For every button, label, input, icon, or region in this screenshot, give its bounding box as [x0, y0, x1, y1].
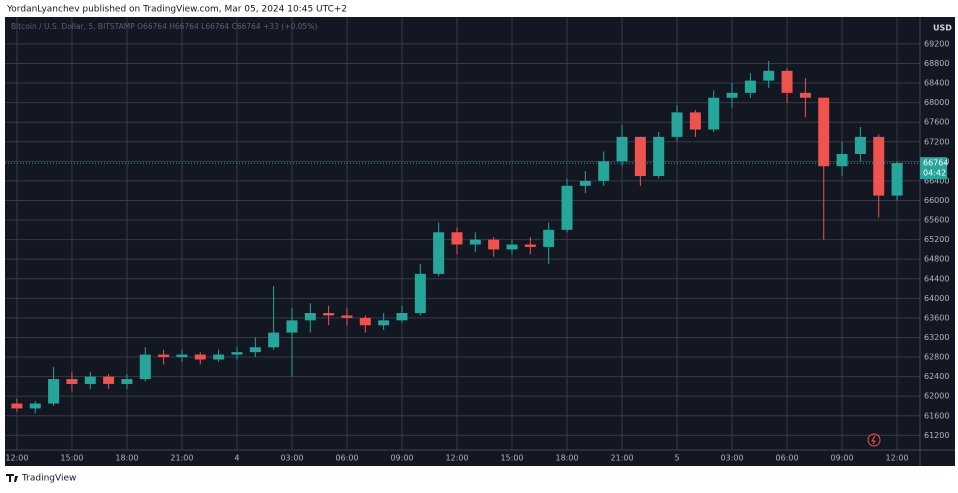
- candle-body: [653, 136, 665, 177]
- y-tick-label: 68000: [924, 98, 949, 107]
- candle-body: [158, 354, 170, 358]
- candle-body: [634, 136, 646, 177]
- y-tick-label: 61200: [924, 431, 949, 440]
- candle-body: [781, 70, 793, 93]
- x-tick-label: 09:00: [831, 454, 854, 463]
- candle-body: [213, 354, 225, 360]
- last-price-label: 66764: [923, 159, 948, 168]
- candle-body: [323, 313, 335, 316]
- x-tick-label: 21:00: [170, 454, 193, 463]
- tv-logo: [6, 474, 18, 482]
- candle-body: [854, 136, 866, 154]
- candle-body: [359, 317, 371, 326]
- candle-body: [433, 232, 445, 274]
- candle-body: [378, 320, 390, 326]
- y-tick-label: 66400: [924, 176, 949, 185]
- x-tick-label: 06:00: [335, 454, 358, 463]
- candle-body: [268, 332, 280, 348]
- candle-body: [726, 92, 738, 98]
- x-tick-label: 06:00: [776, 454, 799, 463]
- x-tick-label: 18:00: [115, 454, 138, 463]
- candle-body: [396, 313, 408, 321]
- x-tick-label: 03:00: [280, 454, 303, 463]
- x-tick-label: 12:00: [886, 454, 909, 463]
- candle-body: [799, 92, 811, 98]
- candle-body: [103, 376, 115, 384]
- footer: TradingView: [21, 474, 76, 484]
- candle-body: [139, 354, 151, 380]
- candle-body: [561, 185, 573, 230]
- countdown-label: 04:42: [923, 169, 946, 178]
- y-tick-label: 63200: [924, 333, 949, 342]
- candle-body: [469, 239, 481, 245]
- last-price-box: [920, 157, 947, 180]
- y-tick-label: 65600: [924, 216, 949, 225]
- x-tick-label: 03:00: [721, 454, 744, 463]
- candle-body: [414, 273, 426, 314]
- candle-body: [84, 376, 96, 384]
- candle-body: [689, 112, 701, 130]
- candle-body: [873, 136, 885, 196]
- y-tick-label: 64000: [924, 294, 949, 303]
- y-tick-label: 66000: [924, 196, 949, 205]
- grid: [5, 17, 920, 450]
- x-tick-label: 12:00: [5, 454, 28, 463]
- header: YordanLyanchev published on TradingView.…: [6, 5, 347, 15]
- currency: USD: [933, 24, 952, 33]
- x-tick-label: 5: [674, 454, 679, 463]
- y-tick-label: 64400: [924, 274, 949, 283]
- y-tick-label: 61600: [924, 411, 949, 420]
- candle-body: [598, 161, 610, 181]
- candle-body: [616, 136, 628, 162]
- candle-body: [231, 352, 243, 355]
- y-tick-label: 68400: [924, 79, 949, 88]
- x-tick-label: 15:00: [500, 454, 523, 463]
- candle-body: [341, 315, 353, 318]
- candle-body: [744, 80, 756, 93]
- lightning-icon: [867, 433, 881, 447]
- candle-body: [763, 70, 775, 81]
- candle-body: [11, 403, 23, 409]
- candle-body: [194, 354, 206, 360]
- candle-body: [891, 163, 903, 196]
- candle-body: [543, 229, 555, 247]
- y-tick-label: 69200: [924, 39, 949, 48]
- candle-body: [304, 313, 316, 321]
- y-tick-label: 67200: [924, 137, 949, 146]
- candle-body: [249, 347, 261, 353]
- y-tick-label: 63600: [924, 313, 949, 322]
- y-tick-label: 68800: [924, 59, 949, 68]
- x-tick-label: 4: [234, 454, 239, 463]
- candle-body: [48, 379, 60, 404]
- y-tick-label: 62000: [924, 392, 949, 401]
- candle-body: [66, 379, 78, 384]
- y-tick-label: 67600: [924, 118, 949, 127]
- candle-body: [121, 379, 133, 384]
- candle-body: [579, 180, 591, 186]
- x-tick-label: 12:00: [445, 454, 468, 463]
- y-tick-label: 65200: [924, 235, 949, 244]
- candle-body: [451, 232, 463, 245]
- y-tick-label: 62400: [924, 372, 949, 381]
- candle-body: [286, 320, 298, 333]
- legend: Bitcoin / U.S. Dollar, 5, BITSTAMP O6676…: [11, 22, 317, 31]
- candle-body: [836, 153, 848, 167]
- candle-body: [176, 354, 188, 358]
- candle-body: [671, 112, 683, 137]
- x-tick-label: 15:00: [60, 454, 83, 463]
- y-tick-label: 62800: [924, 353, 949, 362]
- x-tick-label: 18:00: [555, 454, 578, 463]
- y-tick-label: 64800: [924, 255, 949, 264]
- candle-body: [818, 97, 830, 167]
- candle-body: [708, 97, 720, 130]
- candle-body: [29, 403, 41, 409]
- candle-body: [506, 244, 518, 250]
- x-tick-label: 21:00: [610, 454, 633, 463]
- candle-body: [488, 239, 500, 250]
- x-tick-label: 09:00: [390, 454, 413, 463]
- candle-body: [524, 244, 536, 247]
